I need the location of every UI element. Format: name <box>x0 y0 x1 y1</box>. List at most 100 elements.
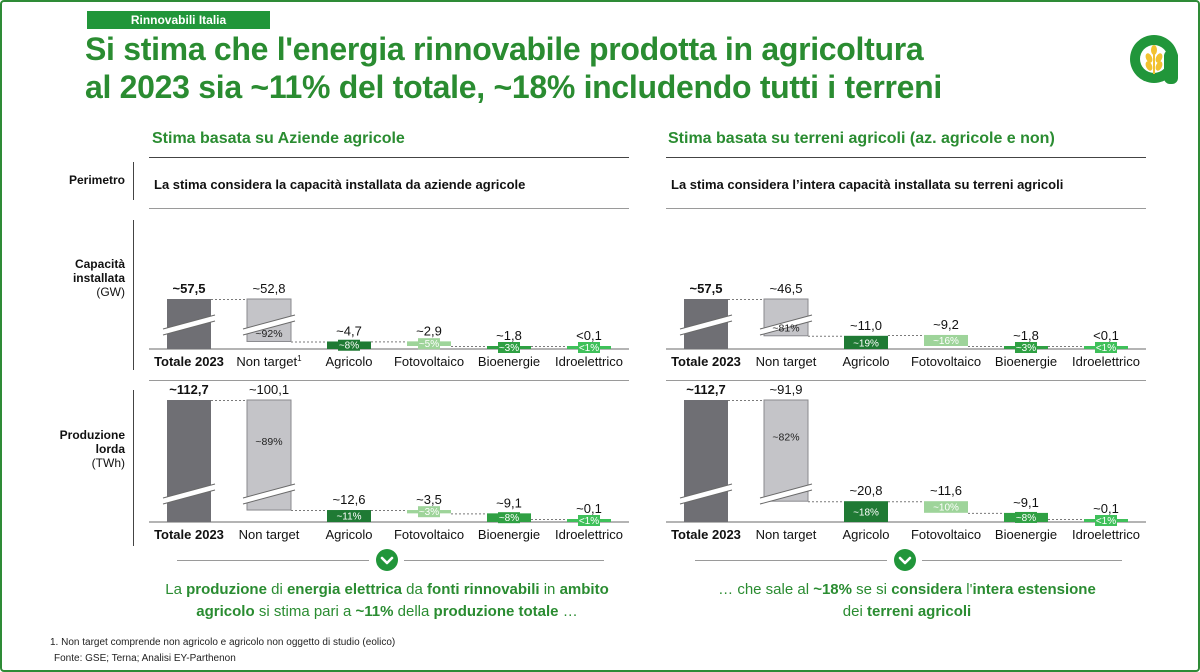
left-summary: La produzione di energia elettrica da fo… <box>132 579 642 623</box>
category-label: Agricolo <box>326 354 373 369</box>
row-label-capacita-unit: (GW) <box>96 285 125 299</box>
category-label: Bioenergie <box>478 354 540 369</box>
right-summary-segment: se si <box>852 581 892 598</box>
share-label: <1% <box>1096 516 1116 527</box>
share-badge <box>1095 515 1117 526</box>
left-summary-segment: ambito <box>559 581 609 598</box>
category-label: Agricolo <box>843 354 890 369</box>
axis-break-line <box>759 489 813 505</box>
value-label: ~11,6 <box>930 483 962 498</box>
category-footnote-marker: 1 <box>297 354 302 363</box>
axis-break-line <box>162 483 216 499</box>
share-label: ~11% <box>336 512 361 523</box>
share-label: ~3% <box>499 343 519 354</box>
row-divider <box>133 162 134 200</box>
left-column-heading: Stima basata su Aziende agricole <box>152 130 405 147</box>
right-summary-segment: dei <box>842 603 867 620</box>
share-label: ~82% <box>772 432 799 444</box>
chart-right-capacita: ~57,5 Totale 2023 ~46,5 ~81% Non target ~11,0… <box>666 232 1146 382</box>
right-column-heading: Stima basata su terreni agricoli (az. ag… <box>668 130 1055 147</box>
category-label: Idroelettrico <box>555 527 623 542</box>
chevron-down-icon <box>894 549 916 571</box>
right-summary-segment: l' <box>962 581 973 598</box>
share-badge <box>418 506 440 518</box>
chart-right-produzione: ~112,7 Totale 2023 ~91,9 ~82% Non target ~20,… <box>666 382 1146 555</box>
axis-break-mark <box>243 484 295 504</box>
share-label: ~3% <box>1016 343 1036 354</box>
share-label: ~89% <box>255 436 282 448</box>
right-summary-segment: considera <box>891 581 963 598</box>
footnote-1: 1. Non target comprende non agricolo e a… <box>50 637 396 648</box>
left-summary-segment: da <box>402 581 428 598</box>
value-label: ~3,5 <box>416 492 442 507</box>
axis-break-mark <box>680 484 732 504</box>
category-label: Fotovoltaico <box>911 354 981 369</box>
share-label: ~19% <box>853 338 879 349</box>
row-label-produzione: Produzione lorda (TWh) <box>42 428 125 470</box>
share-label: ~8% <box>499 513 519 524</box>
bar-agricolo <box>844 335 888 349</box>
axis-break-line <box>679 489 733 505</box>
right-summary-rule-a <box>695 560 887 561</box>
category-label: Totale 2023 <box>154 354 224 369</box>
category-label: Fotovoltaico <box>394 354 464 369</box>
left-perimetro-rule <box>149 208 629 209</box>
bar-totale-2023 <box>684 400 728 522</box>
left-summary-segment: produzione totale <box>433 603 559 620</box>
category-label: Non target1 <box>236 354 302 369</box>
left-summary-segment: si stima pari a <box>254 603 356 620</box>
category-label: Fotovoltaico <box>394 527 464 542</box>
share-badge <box>578 515 600 526</box>
axis-break-line <box>242 483 296 499</box>
share-badge <box>498 512 520 524</box>
left-summary-segment: ~11% <box>355 603 394 620</box>
share-badge <box>338 339 360 351</box>
right-summary-line-1: … che sale al ~18% se si considera l'int… <box>652 579 1162 601</box>
row-divider <box>133 390 134 546</box>
value-label: ~57,5 <box>690 281 723 296</box>
axis-break-line <box>162 314 216 330</box>
category-label: Idroelettrico <box>1072 354 1140 369</box>
axis-break-mark <box>680 315 732 335</box>
row-label-produzione-unit: (TWh) <box>91 456 125 470</box>
left-summary-segment: La <box>165 581 187 598</box>
share-label: <1% <box>579 343 599 354</box>
value-label: ~112,7 <box>169 382 208 397</box>
share-label: ~81% <box>772 322 799 334</box>
value-label: <0,1 <box>1093 328 1119 343</box>
row-label-produzione-line2: lorda <box>95 442 125 456</box>
row-label-capacita-line2: installata <box>72 271 125 285</box>
share-badge <box>935 334 957 346</box>
value-label: ~1,8 <box>496 328 522 343</box>
chevron-down-icon <box>376 549 398 571</box>
left-summary-segment: … <box>558 603 578 620</box>
right-summary-line-2: dei terreni agricoli <box>652 601 1162 623</box>
share-badge <box>338 510 360 522</box>
share-badge <box>935 501 957 513</box>
right-heading-rule <box>666 157 1146 158</box>
bar-totale-2023 <box>167 400 211 522</box>
section-tag: Rinnovabili Italia <box>87 11 270 29</box>
left-perimetro-text: La stima considera la capacità installat… <box>154 177 526 192</box>
category-label: Idroelettrico <box>555 354 623 369</box>
left-summary-segment: di <box>266 581 287 598</box>
category-label: Bioenergie <box>995 527 1057 542</box>
category-label: Non target <box>756 354 817 369</box>
bar-non-target <box>763 399 809 502</box>
left-summary-segment: agricolo <box>196 603 255 620</box>
left-summary-rule-a <box>177 560 369 561</box>
axis-break-mark <box>760 315 812 335</box>
axis-break-mark <box>760 484 812 504</box>
category-label: Agricolo <box>843 527 890 542</box>
chart-left-produzione: ~112,7 Totale 2023 ~100,1 ~89% Non target ~12… <box>149 382 629 555</box>
category-label: Non target <box>239 527 300 542</box>
value-label: ~11,0 <box>850 318 882 333</box>
right-rows-rule <box>666 380 1146 381</box>
right-perimetro-rule <box>666 208 1146 209</box>
axis-break-mark <box>163 315 215 335</box>
row-label-produzione-line1: Produzione <box>59 428 125 442</box>
share-label: ~92% <box>255 328 282 340</box>
value-label: ~4,7 <box>336 323 362 338</box>
axis-break-line <box>679 483 733 499</box>
